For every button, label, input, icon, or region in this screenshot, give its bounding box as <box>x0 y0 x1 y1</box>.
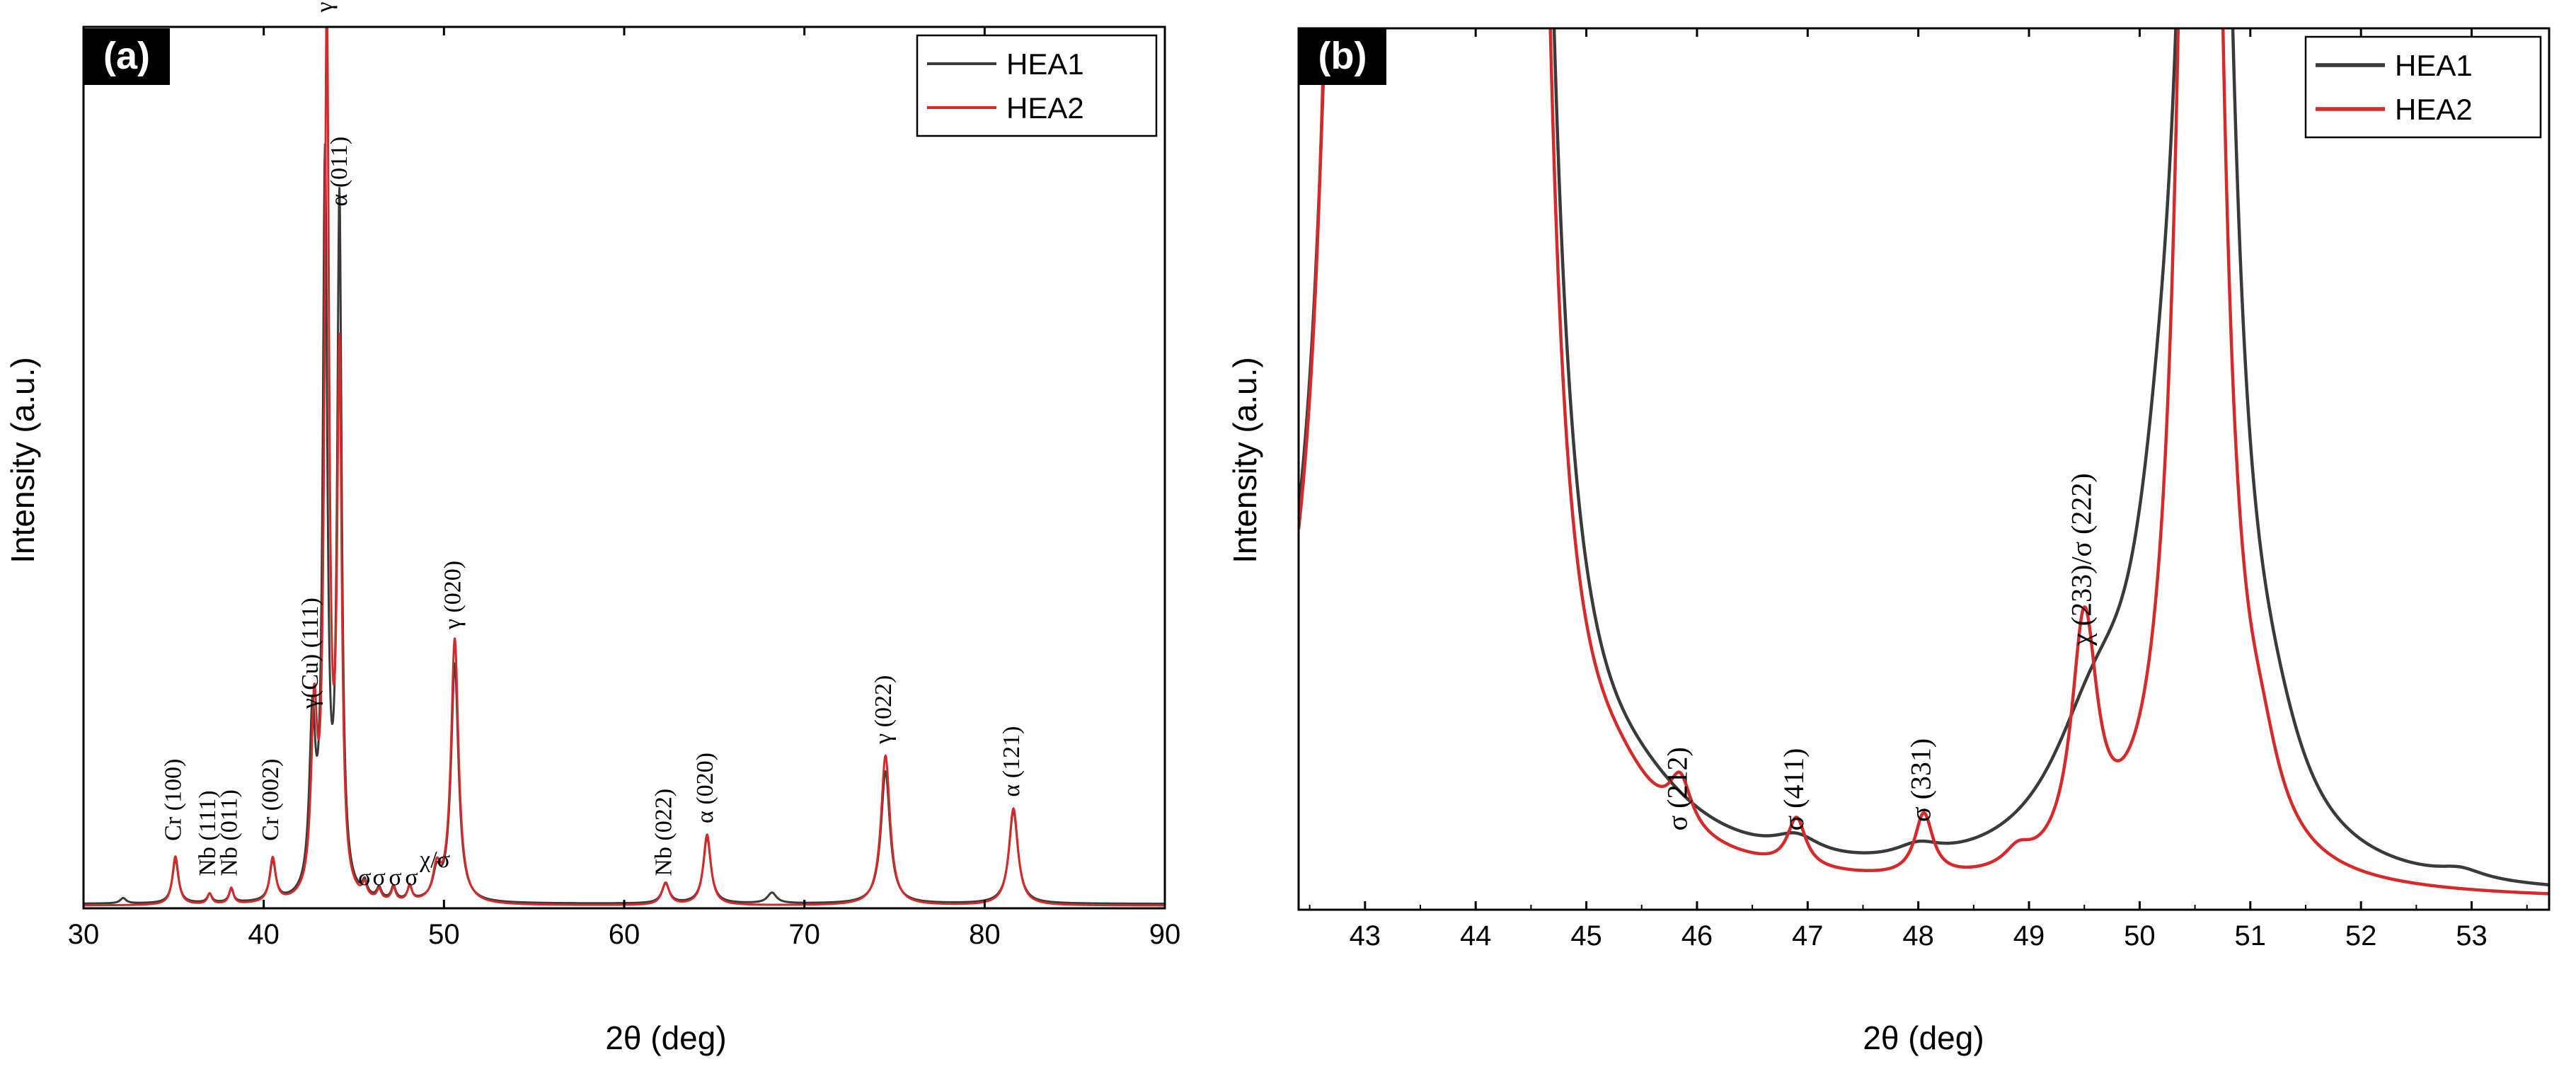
legend-box <box>916 34 1158 137</box>
peak-label: Nb (011) <box>217 789 243 876</box>
panel-b-label-bg <box>1299 28 1386 85</box>
x-tick-label: 48 <box>1902 920 1934 951</box>
series-line-hea1 <box>1299 28 2549 887</box>
x-tick-label: 60 <box>609 919 640 950</box>
peak-label: σ (212) <box>1662 747 1694 830</box>
x-tick-label: 45 <box>1570 920 1602 951</box>
peak-label: χ (233)/σ (222) <box>2065 473 2097 646</box>
panel-a: Intensity (a.u.) 30 40 50 60 70 80 90 Cr (100) N… <box>4 0 1180 1056</box>
panel-a-xlabel: 2θ (deg) <box>605 1019 726 1056</box>
legend-label-hea1: HEA1 <box>1006 47 1084 81</box>
x-tick-label: 53 <box>2456 920 2488 951</box>
panel-b: Intensity (a.u.) 43 44 45 46 47 48 49 50 51 52 53 σ… <box>1226 27 2551 1056</box>
peak-label: α (020) <box>692 753 718 823</box>
peak-label: γ (022) <box>870 675 897 745</box>
legend-label-hea2: HEA2 <box>1006 91 1084 125</box>
x-tick-label: 70 <box>788 919 820 950</box>
x-tick-label: 51 <box>2235 920 2267 951</box>
panel-a-ylabel: Intensity (a.u.) <box>4 357 41 563</box>
peak-label: σ <box>389 864 401 891</box>
panel-a-label-bg <box>84 28 170 85</box>
x-tick-label: 90 <box>1149 919 1181 950</box>
peak-label: α (121) <box>999 726 1025 797</box>
plot-frame <box>1297 27 2551 911</box>
peak-label: χ/σ <box>419 847 450 873</box>
x-tick-label: 44 <box>1460 920 1492 951</box>
legend: HEA1 HEA2 <box>916 34 1158 137</box>
peak-label: Cr (100) <box>161 759 187 841</box>
x-tick-label: 47 <box>1792 920 1824 951</box>
x-tick-label: 43 <box>1350 920 1381 951</box>
legend: HEA1 HEA2 <box>2304 35 2542 139</box>
series-line-hea2 <box>1299 28 2549 896</box>
panel-b-label-box: (b) <box>1299 28 1386 85</box>
legend-label-hea2: HEA2 <box>2395 93 2473 126</box>
legend-label-hea1: HEA1 <box>2395 49 2473 82</box>
panel-b-ylabel: Intensity (a.u.) <box>1226 357 1263 563</box>
peak-label: γ (111) <box>312 0 338 13</box>
peak-label: γ(Cu) (111) <box>297 598 323 709</box>
legend-box <box>2304 35 2542 139</box>
peak-label: Cr (002) <box>258 759 284 841</box>
x-tick-label: 46 <box>1681 920 1713 951</box>
peak-label: σ (411) <box>1778 748 1810 831</box>
panel-a-label: (a) <box>103 35 150 77</box>
x-tick-label: 40 <box>248 919 280 950</box>
x-tick-label: 49 <box>2013 920 2045 951</box>
x-tick-label: 50 <box>428 919 460 950</box>
peak-label: Nb (022) <box>650 789 677 876</box>
peak-label: σ <box>372 864 385 891</box>
panel-b-plot: 43 44 45 46 47 48 49 50 51 52 53 σ (212) σ (411) σ (3… <box>1297 27 2551 951</box>
peak-label: σ <box>358 864 371 891</box>
panel-b-label: (b) <box>1318 35 1367 77</box>
peak-label: α (011) <box>326 137 352 207</box>
x-tick-label: 80 <box>969 919 1001 950</box>
x-tick-label: 52 <box>2345 920 2377 951</box>
x-tick-label: 30 <box>68 919 100 950</box>
peak-label: Nb (111) <box>195 790 221 876</box>
panel-b-xlabel: 2θ (deg) <box>1863 1019 1984 1056</box>
peak-label: σ (331) <box>1905 738 1937 822</box>
peak-label: γ (020) <box>439 561 466 630</box>
x-tick-label: 50 <box>2124 920 2156 951</box>
panel-a-plot: 30 40 50 60 70 80 90 Cr (100) Nb (111)Nb (011) Cr… <box>68 0 1181 950</box>
panel-a-label-box: (a) <box>84 28 170 85</box>
peak-label: σ <box>405 864 418 891</box>
